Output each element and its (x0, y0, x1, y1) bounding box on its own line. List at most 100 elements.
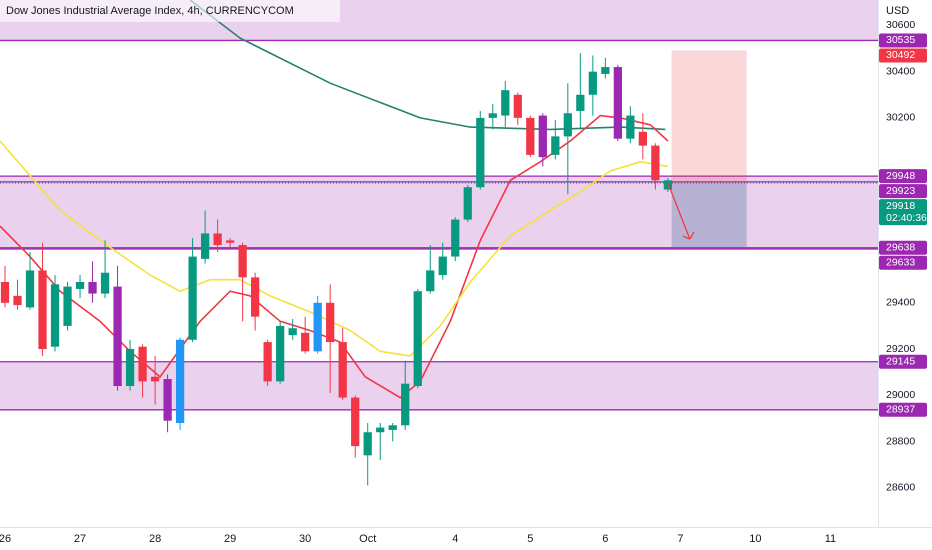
candle-body (613, 67, 622, 139)
x-tick-label: 11 (825, 533, 836, 545)
x-tick-label: 6 (602, 533, 608, 545)
candle-body (526, 117, 535, 155)
candle-body (438, 256, 447, 276)
x-tick-label: 26 (0, 533, 11, 545)
y-tick-label: 29000 (886, 389, 915, 401)
candle-body (301, 332, 310, 352)
candle-body (200, 233, 210, 259)
chart-title: Dow Jones Industrial Average Index, 4h, … (6, 5, 294, 17)
price-tag: 29145 (886, 356, 915, 368)
price-tag: 28937 (886, 404, 915, 416)
candle-body (488, 113, 497, 118)
candle-body (426, 270, 435, 292)
price-tag-bg (879, 169, 927, 184)
candle-body (288, 328, 297, 336)
moving-average (0, 140, 669, 357)
candle-body (276, 325, 285, 382)
candle-body (351, 397, 360, 447)
price-tag-bg (879, 48, 927, 63)
candle-body (125, 349, 135, 387)
candle-body (338, 342, 347, 398)
x-tick-label: 29 (224, 533, 236, 545)
x-tick-label: 27 (74, 533, 86, 545)
price-tag-bg (879, 240, 927, 255)
candle-body (363, 432, 372, 456)
price-tag-bg (879, 184, 927, 199)
candle-body (638, 131, 647, 146)
y-tick-label: 29200 (886, 343, 915, 355)
candle-body (213, 233, 222, 246)
candle-body (63, 286, 72, 326)
candle-body (38, 270, 47, 350)
candle-body (476, 117, 485, 188)
candle-body (513, 94, 522, 118)
x-tick-label: 7 (677, 533, 683, 545)
target-area (671, 183, 747, 248)
y-tick-label: 28800 (886, 435, 915, 447)
candle-body (13, 295, 22, 306)
price-tag-bg (879, 255, 927, 270)
candle-body (238, 245, 247, 278)
price-tag-bg (879, 402, 927, 417)
price-axis: 3060030400302002980029400292002900028800… (879, 19, 927, 493)
y-tick-label: 30600 (886, 19, 915, 31)
candle-body (150, 376, 160, 382)
currency: USD (886, 5, 909, 17)
candle-body (0, 281, 10, 303)
title-bg (0, 0, 340, 22)
price-tag: 30535 (886, 34, 915, 46)
candle-body (501, 90, 510, 116)
candle-body (188, 256, 197, 340)
price-tag: 29918 (886, 200, 915, 212)
stop-area (671, 50, 747, 184)
candle-body (100, 272, 110, 294)
x-tick-label: 28 (149, 533, 161, 545)
x-tick-label: Oct (359, 533, 376, 545)
candle-body (451, 219, 460, 257)
candle-body (25, 270, 35, 308)
x-tick-label: 4 (452, 533, 458, 545)
price-tag: 30492 (886, 49, 915, 61)
plot-area (0, 0, 878, 486)
candle-body (551, 136, 560, 155)
candle-body (326, 302, 335, 343)
candle-body (601, 67, 610, 74)
x-tick-label: 5 (527, 533, 533, 545)
y-tick-label: 30400 (886, 65, 915, 77)
candle-body (651, 145, 660, 181)
price-tag-bg (879, 33, 927, 48)
candle-body (663, 180, 673, 190)
candle-body (113, 286, 122, 387)
candle-body (376, 427, 385, 433)
candle-body (626, 115, 635, 139)
y-tick-label: 28600 (886, 481, 915, 493)
arrow (667, 182, 695, 240)
candle-body (463, 187, 472, 220)
price-tag-bg (879, 354, 927, 369)
price-tag: 29638 (886, 242, 915, 254)
candle-body (413, 291, 422, 387)
candle-body (388, 425, 397, 430)
moving-average (189, 0, 666, 131)
price-tag: 29923 (886, 185, 915, 197)
candle-body (563, 113, 572, 137)
candle-body (263, 342, 272, 382)
price-tag: 29633 (886, 257, 915, 269)
candle-body (75, 281, 85, 289)
candle-body (163, 379, 172, 421)
candle-body (88, 281, 97, 294)
x-tick-label: 30 (299, 533, 311, 545)
candle-body (251, 277, 260, 317)
candle-body (313, 302, 322, 352)
candle-body (175, 339, 185, 423)
candle-body (538, 115, 547, 158)
y-tick-label: 30200 (886, 112, 915, 124)
candle-body (401, 383, 410, 426)
candle-body (576, 94, 585, 111)
y-tick-label: 29400 (886, 297, 915, 309)
zone (0, 176, 878, 249)
countdown: 02:40:36 (886, 212, 927, 224)
x-tick-label: 10 (749, 533, 761, 545)
candle-body (588, 71, 597, 95)
